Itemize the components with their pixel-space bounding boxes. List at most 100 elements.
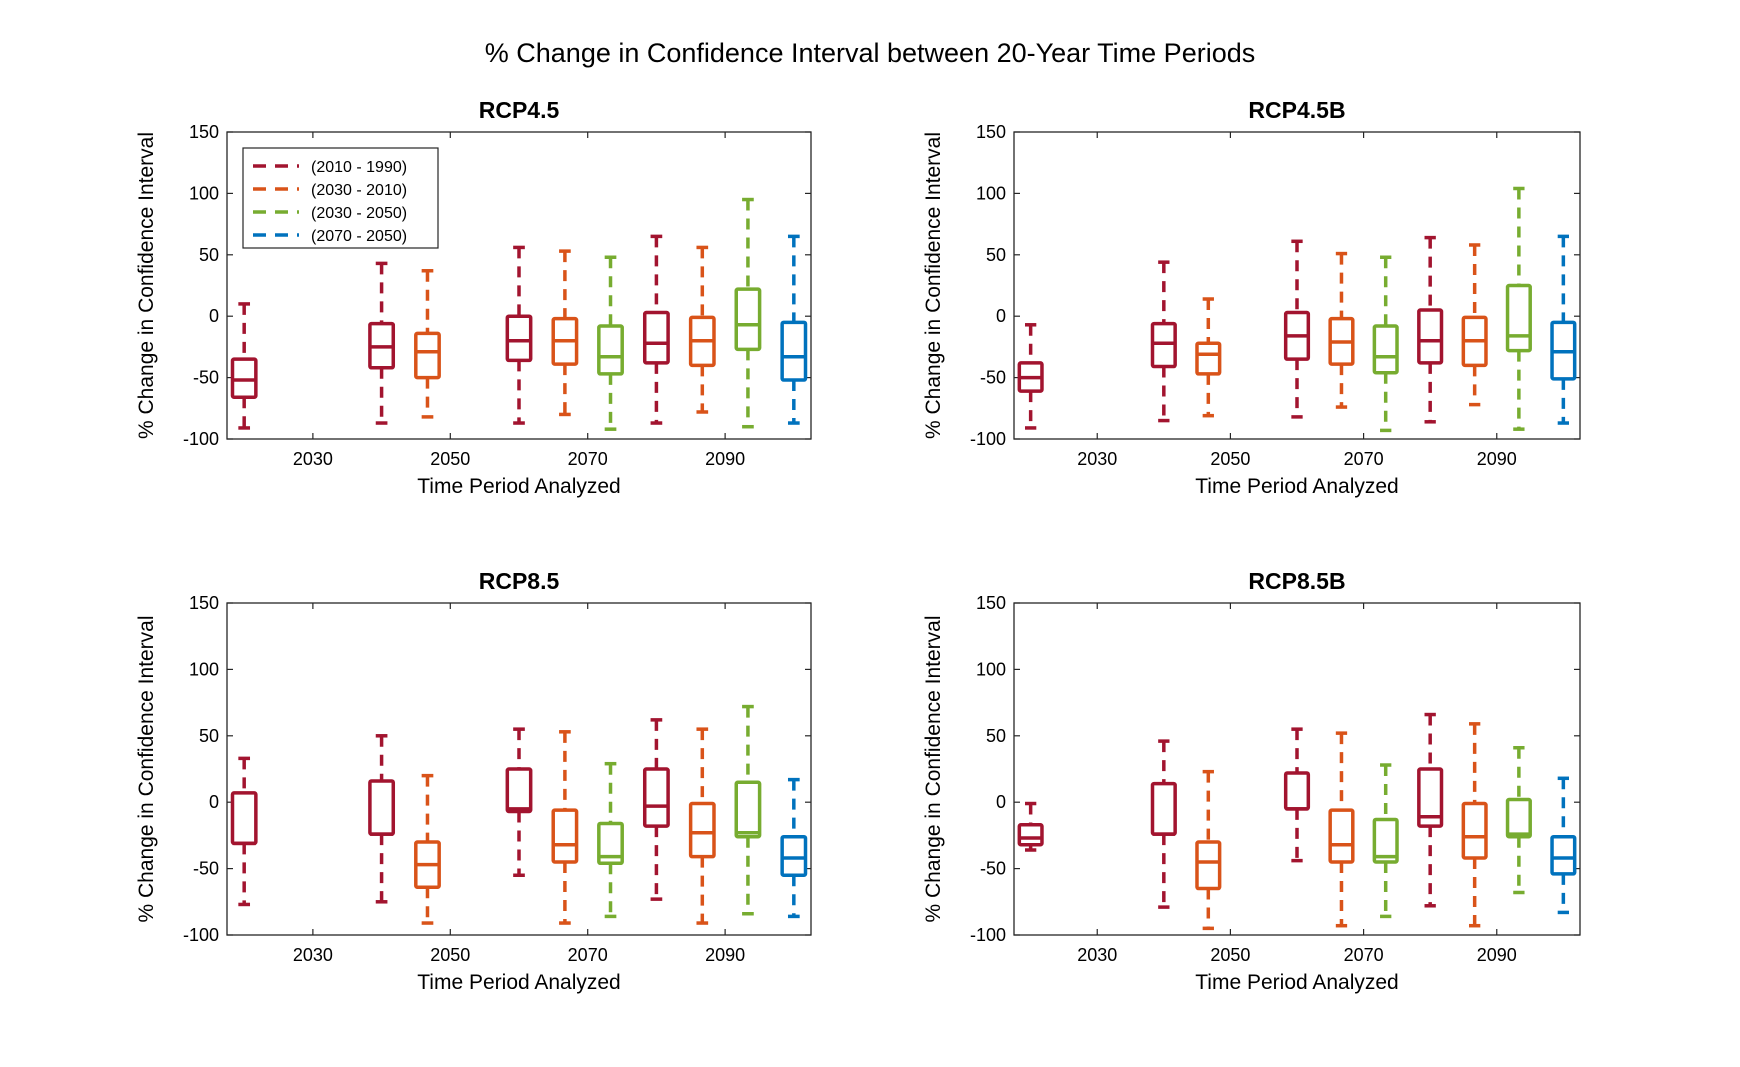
box-iqr [1195,341,1222,376]
box-iqr [597,324,624,376]
box-iqr [230,791,258,846]
box-plot [1017,323,1044,430]
plot-area [1013,131,1581,440]
y-axis-label: % Change in Confidence Interval [922,132,945,439]
box-iqr [1150,321,1177,369]
y-tick-label: -50 [193,368,219,388]
chart-panel: -100 -50 0 50 100 150 2030 2050 2070 2090 RCP8.5B T… [922,568,1581,994]
plot-area [226,602,812,936]
x-tick-label: 2090 [705,449,745,469]
box-plot [1461,722,1488,928]
box-plot [597,761,624,919]
box-iqr [551,808,579,864]
box-plot [780,777,808,919]
box-plot [1283,239,1311,419]
legend-label: (2070 - 2050) [311,228,407,245]
box-plot [1195,297,1222,418]
box-iqr [1372,817,1399,864]
y-tick-label: 50 [199,245,219,265]
box-iqr [1195,840,1222,891]
panel-title: RCP8.5 [479,568,560,594]
box-plot [551,730,579,925]
legend-label: (2030 - 2010) [311,182,407,199]
box-plot [230,756,258,907]
y-tick-label: 0 [996,792,1006,812]
x-axis-label: Time Period Analyzed [1195,475,1399,498]
plot-area [1013,602,1581,936]
x-tick-label: 2030 [293,449,333,469]
y-tick-label: 100 [189,183,219,203]
y-tick-label: 150 [189,122,219,142]
x-tick-label: 2050 [430,449,470,469]
box-iqr [642,767,670,828]
box-iqr [368,779,396,836]
y-tick-label: 50 [986,245,1006,265]
y-tick-label: 0 [996,306,1006,326]
box-plot [368,734,396,904]
box-plot [1461,243,1488,407]
box-plot [1372,255,1399,433]
y-tick-label: -50 [193,859,219,879]
legend: (2010 - 1990) (2030 - 2010) (2030 - 2050) (… [242,147,439,249]
x-tick-label: 2030 [1077,449,1117,469]
box-plot [1505,746,1532,895]
x-axis-label: Time Period Analyzed [417,971,621,994]
box-plot [1195,769,1222,931]
box-iqr [1505,283,1532,353]
y-tick-label: 150 [189,593,219,613]
y-tick-label: 0 [209,792,219,812]
box-plot [1328,251,1355,409]
box-plot [1283,727,1311,863]
box-iqr [1417,308,1444,365]
box-iqr [1328,808,1355,864]
box-iqr [1550,834,1577,876]
box-iqr [780,320,808,382]
x-tick-label: 2090 [1477,945,1517,965]
y-tick-label: -100 [183,429,219,449]
y-tick-label: 150 [976,122,1006,142]
box-plot [1150,260,1177,423]
x-tick-label: 2050 [1210,449,1250,469]
box-iqr [597,821,624,866]
x-tick-label: 2050 [430,945,470,965]
x-tick-label: 2070 [1344,449,1384,469]
box-plot [505,727,533,877]
box-plot [1372,763,1399,919]
box-iqr [780,834,808,877]
panel-title: RCP8.5B [1248,568,1345,594]
y-tick-label: -100 [183,925,219,945]
plot-area [226,131,812,440]
y-tick-label: 0 [209,306,219,326]
box-plot [1550,234,1577,425]
box-iqr [230,357,258,399]
legend-label: (2030 - 2050) [311,205,407,222]
box-iqr [734,780,762,839]
box-plot [688,245,716,414]
x-tick-label: 2090 [705,945,745,965]
box-iqr [1505,797,1532,839]
box-plot [642,718,670,901]
x-tick-label: 2070 [568,945,608,965]
box-iqr [1283,771,1311,811]
y-tick-label: 150 [976,593,1006,613]
box-plot [1550,776,1577,915]
box-plot [505,245,533,425]
box-iqr [734,287,762,352]
y-tick-label: 100 [976,659,1006,679]
box-plot [230,302,258,430]
y-tick-label: -100 [970,925,1006,945]
box-plot [1505,186,1532,431]
y-tick-label: -50 [980,859,1006,879]
x-tick-label: 2090 [1477,449,1517,469]
box-iqr [505,314,533,363]
box-plot [1150,739,1177,909]
x-axis-label: Time Period Analyzed [1195,971,1399,994]
box-plot [642,234,670,425]
y-tick-label: -100 [970,429,1006,449]
box-plot [688,727,716,925]
box-iqr [1417,767,1444,828]
box-plot [414,773,441,925]
chart-panel: -100 -50 0 50 100 150 2030 2050 2070 2090 RCP8.5 Ti… [135,568,812,994]
chart-panel: -100 -50 0 50 100 150 2030 2050 2070 2090 RCP4.5B T… [922,97,1581,498]
